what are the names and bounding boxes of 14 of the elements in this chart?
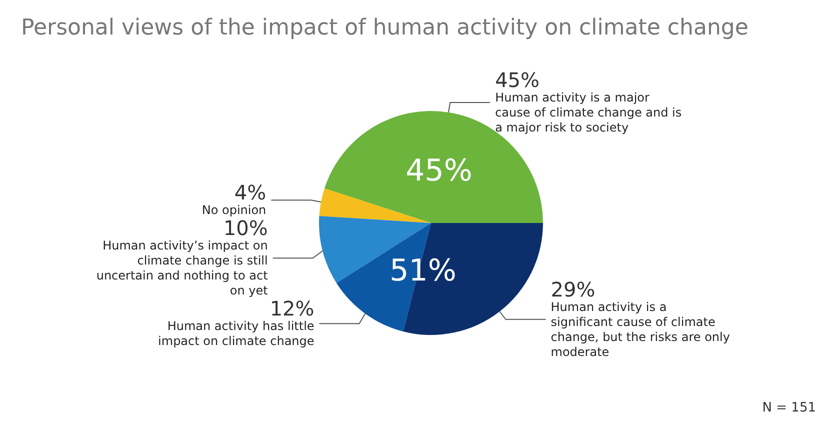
data-label: 4% bbox=[234, 180, 266, 205]
data-label: 29% bbox=[550, 277, 596, 302]
data-label: 10% bbox=[223, 216, 268, 240]
slice-label: Human activity is a significant cause of climate change, but the risks are only moderate bbox=[550, 300, 730, 359]
text: N = 151 bbox=[762, 400, 816, 416]
slice-label: No opinion bbox=[202, 203, 266, 218]
data-label: 12% bbox=[270, 296, 314, 321]
text: 45% bbox=[406, 154, 472, 188]
text: 51% bbox=[390, 254, 456, 288]
chart-title: Personal views of the impact of human activity on climate change bbox=[21, 16, 748, 40]
data-label: 45% bbox=[495, 68, 540, 92]
slice-label: Human activity has little impact on climate change bbox=[158, 319, 314, 348]
slice-label: Human activity is a major cause of climate change and is a major risk to society bbox=[495, 90, 682, 134]
slice-label: Human activity’s impact on climate change is still uncertain and nothing to act on yet bbox=[96, 238, 268, 298]
